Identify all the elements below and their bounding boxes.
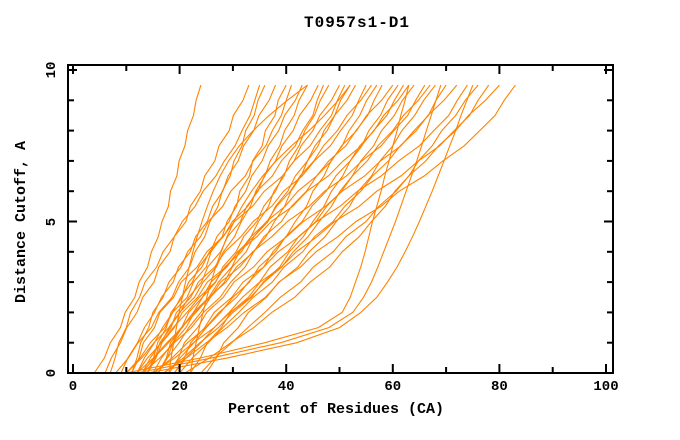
model-curve-16 xyxy=(157,84,356,374)
model-curve-39 xyxy=(168,84,308,374)
model-curve-36 xyxy=(126,84,410,374)
x-tick-label: 80 xyxy=(490,379,508,395)
model-curve-2 xyxy=(104,84,250,374)
model-curve-4 xyxy=(115,84,266,374)
model-curve-6 xyxy=(125,84,287,374)
model-curve-15 xyxy=(141,84,351,374)
model-curve-19 xyxy=(152,84,378,374)
model-curve-33 xyxy=(189,84,490,374)
model-curve-30 xyxy=(179,84,458,374)
model-curve-34 xyxy=(200,84,500,374)
model-curve-29 xyxy=(168,84,447,374)
x-tick-label: 40 xyxy=(277,379,295,395)
model-curve-1 xyxy=(93,84,202,374)
model-curve-17 xyxy=(147,84,367,374)
y-tick-label: 10 xyxy=(44,61,60,79)
model-curve-31 xyxy=(173,84,468,374)
model-curve-38 xyxy=(147,84,474,374)
y-tick-label: 0 xyxy=(44,368,60,378)
model-curve-35 xyxy=(205,84,516,374)
model-curve-37 xyxy=(136,84,442,374)
model-curve-26 xyxy=(157,84,426,374)
model-curve-24 xyxy=(168,84,410,374)
model-curve-21 xyxy=(141,84,394,374)
model-curve-3 xyxy=(109,84,261,374)
model-curve-11 xyxy=(147,84,325,374)
model-curve-12 xyxy=(136,84,330,374)
x-tick-label: 100 xyxy=(593,379,619,395)
model-curve-14 xyxy=(131,84,346,374)
model-curve-32 xyxy=(184,84,479,374)
x-axis-title: Percent of Residues (CA) xyxy=(227,401,445,418)
x-tick-label: 20 xyxy=(171,379,188,395)
x-tick-label: 0 xyxy=(68,379,78,395)
x-tick-label: 60 xyxy=(384,379,402,395)
model-curve-10 xyxy=(141,84,319,374)
model-curve-8 xyxy=(136,84,303,374)
model-curve-40 xyxy=(189,84,351,374)
model-curve-28 xyxy=(163,84,436,374)
chart-title: T0957s1-D1 xyxy=(303,14,410,32)
model-curve-5 xyxy=(120,84,277,374)
model-curve-7 xyxy=(131,84,293,374)
y-tick-label: 5 xyxy=(44,217,60,226)
model-curve-27 xyxy=(173,84,431,374)
